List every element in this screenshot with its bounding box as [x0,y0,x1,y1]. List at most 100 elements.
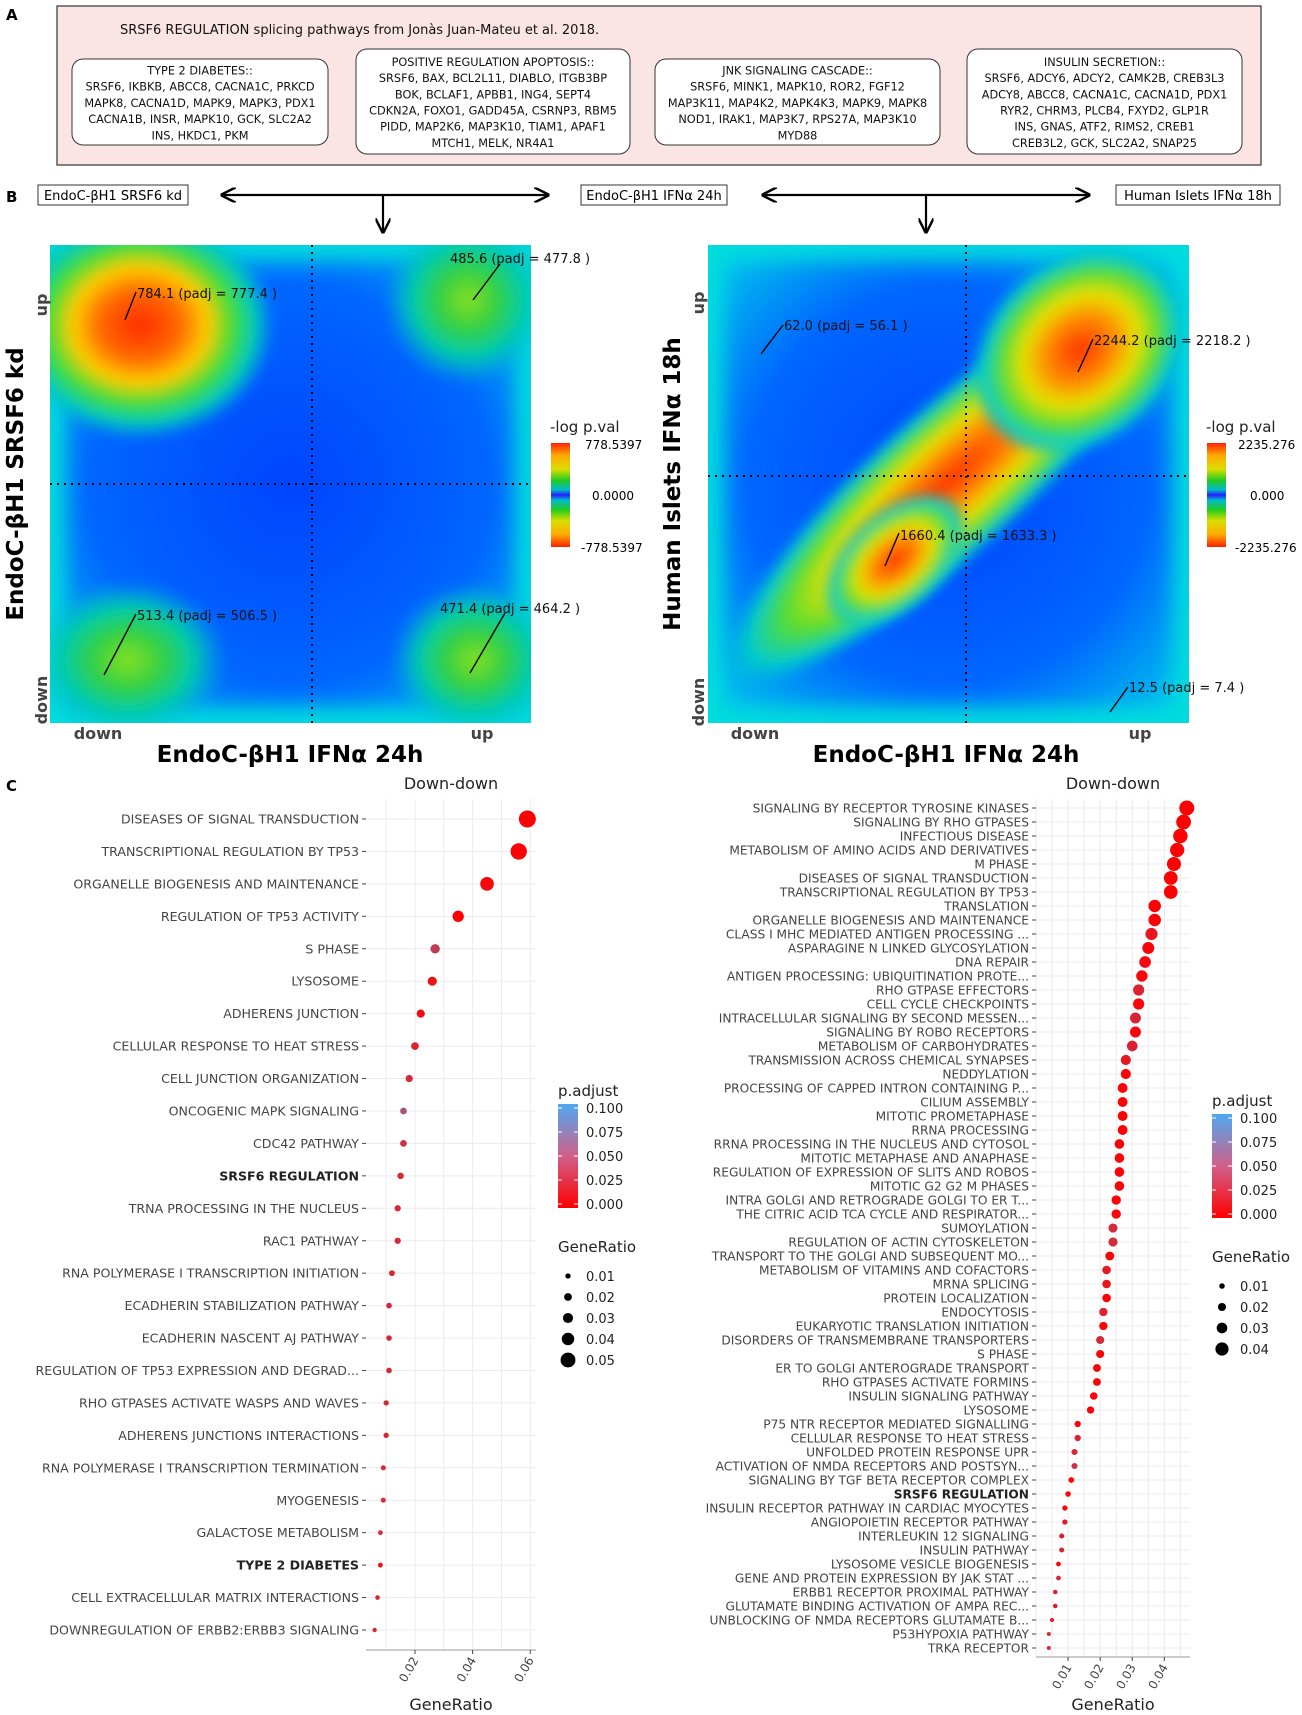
term-label: LYSOSOME [964,1403,1030,1417]
pathway-box-gene-line: SRSF6, ADCY6, ADCY2, CAMK2B, CREB3L3 [984,72,1224,85]
term-label: MITOTIC METAPHASE AND ANAPHASE [800,1151,1029,1165]
data-point [1117,1111,1128,1121]
data-point [1071,1448,1078,1456]
term-label: EUKARYOTIC TRANSLATION INITIATION [796,1319,1029,1333]
data-point [1062,1505,1068,1511]
data-point [1114,1153,1125,1163]
pathway-box-gene-line: PIDD, MAP2K6, MAP3K10, TIAM1, APAF1 [380,121,606,134]
data-point [1133,984,1145,996]
term-label: MITOTIC PROMETAPHASE [876,1109,1029,1123]
data-point [1133,998,1145,1010]
data-point [1074,1420,1081,1428]
data-point [1102,1293,1111,1303]
plot-title: Down-down [1066,774,1160,793]
term-label: CELL JUNCTION ORGANIZATION [161,1071,359,1086]
label-box-human-islets [1115,184,1281,206]
legend-padjust-tick: 0.025 [1240,1184,1277,1199]
data-point [1056,1575,1061,1581]
data-point [1126,1040,1138,1052]
legend-size-dot [1219,1283,1225,1289]
data-point [518,810,536,828]
term-label: TRANSCRIPTIONAL REGULATION BY TP53 [100,844,359,859]
term-label: SIGNALING BY RHO GTPASES [853,815,1029,829]
data-point [1130,1012,1141,1024]
data-point [452,910,464,922]
data-point [380,1497,386,1503]
pathway-box-gene-line: NOD1, IRAK1, MAP3K7, RPS27A, MAP3K10 [678,113,916,126]
plot-area [366,799,536,1650]
pathway-box-gene-line: SRSF6, IKBKB, ABCC8, CACNA1C, PRKCD [85,81,314,94]
legend-size-label: 0.02 [1240,1301,1269,1316]
data-point [1052,1603,1058,1609]
pathway-box-header: JNK SIGNALING CASCADE:: [721,65,873,78]
annotation-label: 2244.2 (padj = 2218.2 ) [1094,334,1251,349]
term-label: CELLULAR RESPONSE TO HEAT STRESS [113,1039,359,1054]
term-label: REGULATION OF TP53 ACTIVITY [161,909,359,924]
term-label: UNFOLDED PROTEIN RESPONSE UPR [806,1445,1029,1459]
data-point [1099,1321,1108,1331]
term-label: THE CITRIC ACID TCA CYCLE AND RESPIRATOR… [735,1207,1029,1221]
label-box-ifna-24h [580,184,728,206]
pathway-box-frame [654,58,941,146]
pathway-box-type2-diabetes: TYPE 2 DIABETES::SRSF6, IKBKB, ABCC8, CA… [71,58,329,146]
data-point [1068,1477,1075,1483]
heatmap-2-cbar-mid: 0.000 [1250,489,1284,503]
legend-size-label: 0.03 [1240,1322,1269,1337]
term-label: INTRA GOLGI AND RETROGRADE GOLGI TO ER T… [726,1193,1030,1207]
term-label: MITOTIC G2 G2 M PHASES [870,1179,1029,1193]
heatmap-1-ytick-down: down [32,676,51,725]
annotation-label: 62.0 (padj = 56.1 ) [784,319,908,334]
term-label: TRANSPORT TO THE GOLGI AND SUBSEQUENT MO… [711,1249,1029,1263]
term-label: SRSF6 REGULATION [219,1168,359,1183]
legend-size-label: 0.01 [586,1270,615,1285]
heatmap-1-cbar-min: -778.5397 [581,541,643,555]
annotation-leader-line [103,613,137,676]
data-point [1071,1462,1078,1470]
heatmap-2-cbar-max: 2235.276 [1238,438,1295,452]
term-label: METABOLISM OF VITAMINS AND COFACTORS [759,1263,1029,1277]
data-point [394,1205,401,1212]
legend-size-title: GeneRatio [558,1238,636,1256]
svg-text:-log p.val: -log p.val [550,418,620,436]
data-point [1086,1406,1095,1414]
pathway-box-gene-line: INS, HKDC1, PKM [152,129,249,142]
heatmap-1-xtick-down: down [74,724,123,743]
term-label: INTERLEUKIN 12 SIGNALING [858,1529,1029,1543]
term-label: CELLULAR RESPONSE TO HEAT STRESS [791,1431,1030,1445]
pathway-box-gene-line: SRSF6, BAX, BCL2L11, DIABLO, ITGB3BP [379,72,607,85]
legend-size-label: 0.05 [586,1354,615,1369]
x-axis-label: GeneRatio [409,1695,492,1714]
term-label: ORGANELLE BIOGENESIS AND MAINTENANCE [73,876,359,891]
term-label: TYPE 2 DIABETES [237,1558,359,1573]
term-label: SIGNALING BY ROBO RECEPTORS [826,1025,1029,1039]
heatmap-2-annotations: 62.0 (padj = 56.1 ) 2244.2 (padj = 2218.2… [760,319,1251,713]
term-label: ASPARAGINE N LINKED GLYCOSYLATION [788,941,1029,955]
legend-padjust-title: p.adjust [1212,1092,1272,1110]
term-label: SUMOYLATION [941,1221,1029,1235]
term-label: INFECTIOUS DISEASE [900,829,1029,843]
pathway-box-gene-line: INS, GNAS, ATF2, RIMS2, CREB1 [1014,121,1194,134]
term-label: UNBLOCKING OF NMDA RECEPTORS GLUTAMATE B… [709,1613,1029,1627]
data-point [377,1530,383,1536]
legend-size-label: 0.04 [586,1333,615,1348]
data-point [1093,1378,1101,1386]
data-point [1056,1561,1061,1567]
heatmap-2-xtick-up: up [1129,724,1152,743]
data-point [386,1335,392,1341]
term-label: ANTIGEN PROCESSING: UBIQUITINATION PROTE… [727,969,1029,983]
annotation-label: 485.6 (padj = 477.8 ) [450,252,590,267]
term-label: ENDOCYTOSIS [941,1305,1029,1319]
data-point [386,1367,392,1374]
term-label: CDC42 PATHWAY [253,1136,359,1151]
data-point [1052,1589,1058,1595]
legend-padjust-tick: 0.000 [586,1198,623,1213]
term-label: DISEASES OF SIGNAL TRANSDUCTION [799,871,1029,885]
legend-padjust-tick: 0.075 [1240,1136,1277,1151]
data-point [375,1595,380,1600]
term-label: METABOLISM OF AMINO ACIDS AND DERIVATIVE… [729,843,1029,857]
term-label: PROTEIN LOCALIZATION [883,1291,1029,1305]
term-label: MYOGENESIS [276,1493,359,1508]
term-label: M PHASE [974,857,1029,871]
data-point [1136,970,1148,982]
data-point [1108,1237,1118,1247]
